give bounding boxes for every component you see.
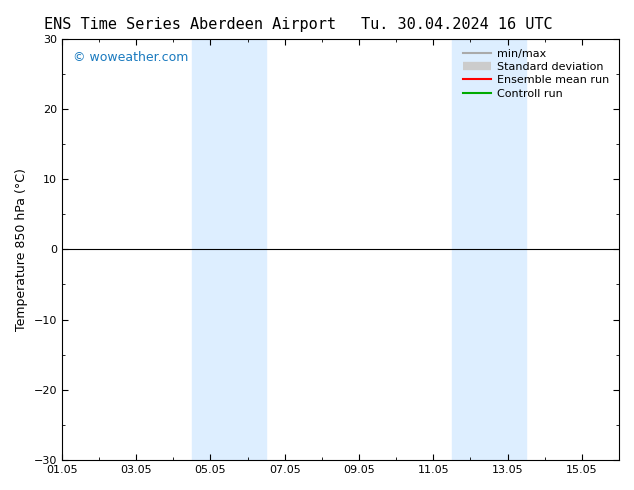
Y-axis label: Temperature 850 hPa (°C): Temperature 850 hPa (°C) [15,168,28,331]
Text: ENS Time Series Aberdeen Airport: ENS Time Series Aberdeen Airport [44,17,336,32]
Bar [452,39,526,460]
Bar [192,39,266,460]
Text: © woweather.com: © woweather.com [73,51,188,64]
Legend: min/max, Standard deviation, Ensemble mean run, Controll run: min/max, Standard deviation, Ensemble me… [459,44,614,103]
Text: Tu. 30.04.2024 16 UTC: Tu. 30.04.2024 16 UTC [361,17,552,32]
